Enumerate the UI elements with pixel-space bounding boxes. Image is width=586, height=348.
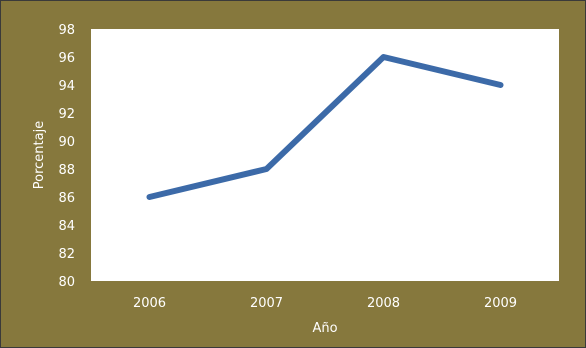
y-tick-label: 80 [58,275,75,290]
x-tick-label: 2009 [484,296,517,311]
y-tick-label: 82 [58,247,75,262]
x-tick-label: 2007 [250,296,283,311]
plot-area [91,29,559,281]
y-tick-label: 94 [58,79,75,94]
x-axis-ticks: 2006 2007 2008 2009 [133,296,517,311]
y-tick-label: 98 [58,23,75,38]
y-tick-label: 96 [58,51,75,66]
y-tick-label: 86 [58,191,75,206]
y-axis-ticks: 80 82 84 86 88 90 92 94 96 98 [58,23,75,290]
y-axis-title: Porcentaje [32,121,47,189]
y-tick-label: 92 [58,107,75,122]
y-tick-label: 88 [58,163,75,178]
x-tick-label: 2006 [133,296,166,311]
y-tick-label: 90 [58,135,75,150]
series-line [146,54,504,200]
y-tick-label: 84 [58,219,75,234]
x-tick-label: 2008 [367,296,400,311]
x-axis-title: Año [312,321,337,336]
